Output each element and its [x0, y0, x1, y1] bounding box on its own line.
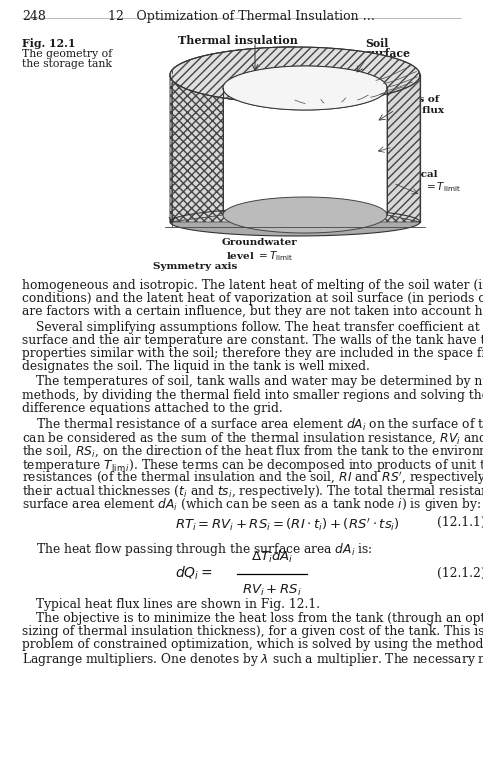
Polygon shape — [170, 75, 223, 222]
Text: (12.1.1): (12.1.1) — [437, 517, 483, 530]
Text: The temperatures of soil, tank walls and water may be determined by numerical: The temperatures of soil, tank walls and… — [36, 376, 483, 389]
Text: the soil, $RS_i$, on the direction of the heat flux from the tank to the environ: the soil, $RS_i$, on the direction of th… — [22, 443, 483, 459]
Text: (12.1.2): (12.1.2) — [437, 567, 483, 580]
Text: Thermal insulation: Thermal insulation — [178, 35, 298, 46]
Text: Lines of: Lines of — [393, 95, 439, 104]
Text: $RT_i = RV_i + RS_i = (RI \cdot t_i) + (RS' \cdot ts_i)$: $RT_i = RV_i + RS_i = (RI \cdot t_i) + (… — [175, 517, 400, 533]
Text: $T_{\rm storage}$: $T_{\rm storage}$ — [277, 96, 313, 110]
Polygon shape — [170, 215, 420, 222]
Text: 12 Optimization of Thermal Insulation …: 12 Optimization of Thermal Insulation … — [108, 10, 374, 23]
Polygon shape — [170, 208, 420, 236]
Text: problem of constrained optimization, which is solved by using the method of: problem of constrained optimization, whi… — [22, 639, 483, 652]
Text: temperature $T_{{\mathrm{{lim}}\,i}}$). These terms can be decomposed into produ: temperature $T_{{\mathrm{{lim}}\,i}}$). … — [22, 456, 483, 474]
Text: methods, by dividing the thermal field into smaller regions and solving the fini: methods, by dividing the thermal field i… — [22, 389, 483, 402]
PathPatch shape — [170, 47, 420, 110]
Text: sizing of thermal insulation thickness), for a given cost of the tank. This is a: sizing of thermal insulation thickness),… — [22, 625, 483, 638]
Text: Vertical: Vertical — [393, 170, 438, 179]
Text: are factors with a certain influence, but they are not taken into account here.: are factors with a certain influence, bu… — [22, 306, 483, 319]
Text: Lagrange multipliers. One denotes by $\lambda$ such a multiplier. The necessary : Lagrange multipliers. One denotes by $\l… — [22, 652, 483, 668]
Text: $dQ_i =$: $dQ_i =$ — [175, 565, 213, 582]
Text: Several simplifying assumptions follow. The heat transfer coefficient at soil: Several simplifying assumptions follow. … — [36, 321, 483, 334]
Text: surface area element $dA_i$ (which can be seen as a tank node $i$) is given by:: surface area element $dA_i$ (which can b… — [22, 496, 482, 513]
Text: heat flux: heat flux — [393, 106, 444, 115]
Text: The geometry of: The geometry of — [22, 49, 112, 59]
Text: Fig. 12.1: Fig. 12.1 — [22, 38, 75, 49]
Text: The thermal resistance of a surface area element $dA_i$ on the surface of the ta: The thermal resistance of a surface area… — [36, 417, 483, 433]
Text: Groundwater: Groundwater — [222, 238, 298, 247]
Polygon shape — [223, 66, 387, 110]
Text: conditions) and the latent heat of vaporization at soil surface (in periods of d: conditions) and the latent heat of vapor… — [22, 292, 483, 306]
Text: resistances (of the thermal insulation and the soil, $RI$ and $RS'$, respectivel: resistances (of the thermal insulation a… — [22, 470, 483, 488]
Polygon shape — [223, 197, 387, 233]
Text: Soil: Soil — [365, 38, 388, 49]
Text: surface and the air temperature are constant. The walls of the tank have thermal: surface and the air temperature are cons… — [22, 334, 483, 347]
Text: $T_{\rm earth}$: $T_{\rm earth}$ — [393, 140, 421, 154]
Text: homogeneous and isotropic. The latent heat of melting of the soil water (in free: homogeneous and isotropic. The latent he… — [22, 279, 483, 292]
Text: designates the soil. The liquid in the tank is well mixed.: designates the soil. The liquid in the t… — [22, 360, 370, 373]
Text: Typical heat flux lines are shown in Fig. 12.1.: Typical heat flux lines are shown in Fig… — [36, 597, 320, 610]
Text: $RV_i + RS_i$: $RV_i + RS_i$ — [242, 583, 302, 597]
Text: difference equations attached to the grid.: difference equations attached to the gri… — [22, 402, 283, 415]
Text: their actual thicknesses ($t_i$ and $ts_i$, respectively). The total thermal res: their actual thicknesses ($t_i$ and $ts_… — [22, 483, 483, 500]
Polygon shape — [387, 75, 420, 222]
Text: surface: surface — [365, 48, 410, 59]
Text: can be considered as the sum of the thermal insulation resistance, $RV_i$ and th: can be considered as the sum of the ther… — [22, 431, 483, 446]
Text: The heat flow passing through the surface area $dA_i$ is:: The heat flow passing through the surfac… — [36, 541, 373, 559]
Text: level $= T_{\rm limit}$: level $= T_{\rm limit}$ — [226, 249, 294, 263]
Text: The objective is to minimize the heat loss from the tank (through an optimized: The objective is to minimize the heat lo… — [36, 612, 483, 625]
Text: 248: 248 — [22, 10, 46, 23]
Text: properties similar with the soil; therefore they are included in the space field: properties similar with the soil; theref… — [22, 347, 483, 360]
Text: the storage tank: the storage tank — [22, 59, 112, 69]
Text: Symmetry axis: Symmetry axis — [153, 262, 237, 271]
Text: $\Delta T_i dA_i$: $\Delta T_i dA_i$ — [251, 549, 293, 565]
Text: limit $= T_{\rm limit}$: limit $= T_{\rm limit}$ — [393, 180, 461, 194]
